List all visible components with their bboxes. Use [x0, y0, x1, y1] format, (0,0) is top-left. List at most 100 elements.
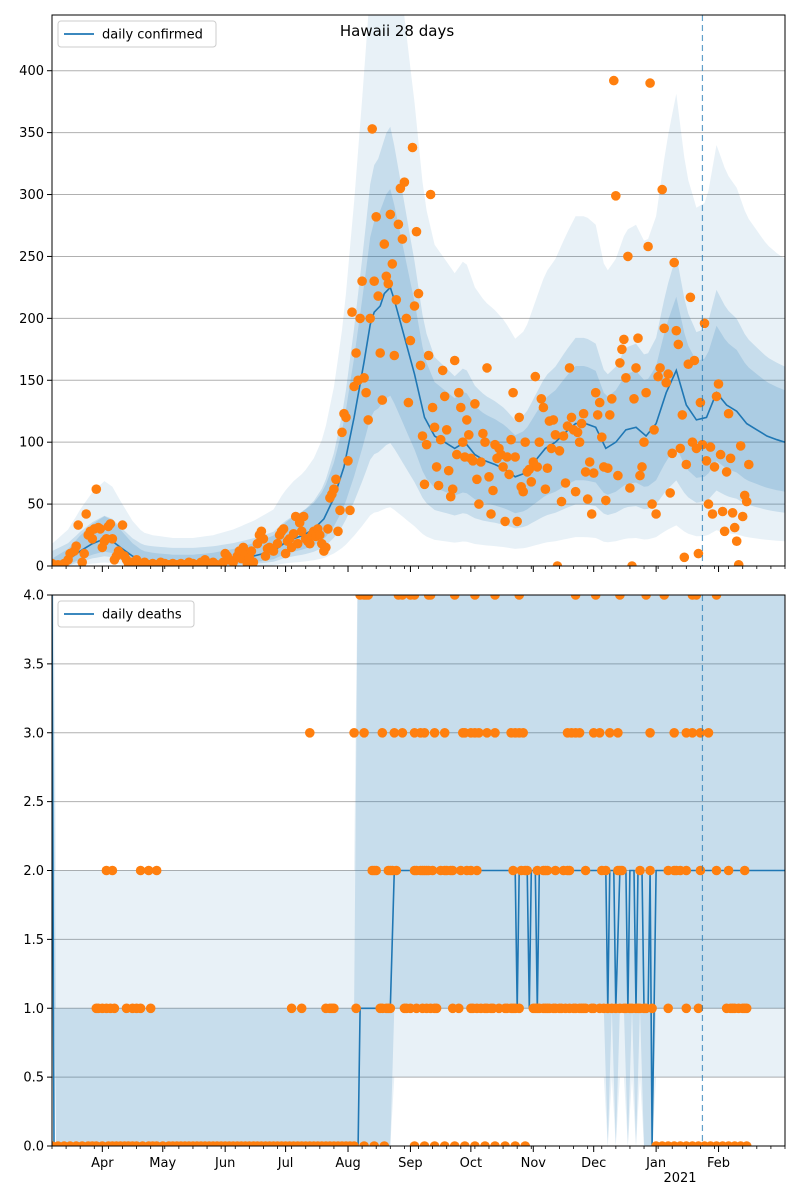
y-tick-label: 0 — [36, 560, 44, 575]
observed-point — [296, 526, 307, 537]
observed-point — [456, 402, 466, 413]
observed-point — [617, 865, 627, 876]
observed-point — [413, 288, 424, 299]
observed-point — [135, 865, 146, 876]
observed-point — [677, 410, 688, 420]
observed-point — [594, 728, 605, 738]
observed-point — [703, 499, 714, 509]
observed-point — [601, 495, 611, 506]
observed-point — [335, 505, 345, 516]
x-month-label: May — [149, 1156, 176, 1171]
deaths-legend: daily deaths — [57, 600, 195, 628]
observed-point — [570, 486, 581, 497]
observed-point — [447, 484, 458, 495]
observed-point — [615, 595, 625, 600]
legend-confirmed-label: daily confirmed — [102, 28, 203, 43]
observed-point — [433, 480, 444, 491]
observed-point — [689, 355, 700, 366]
observed-point — [699, 318, 710, 329]
observed-point — [659, 595, 669, 600]
observed-point — [425, 189, 436, 200]
observed-point — [627, 561, 637, 566]
observed-point — [506, 434, 516, 445]
observed-point — [580, 865, 591, 876]
observed-point — [454, 387, 464, 398]
observed-point — [435, 434, 446, 445]
observed-point — [397, 595, 408, 600]
y-tick-label: 3.0 — [23, 726, 44, 741]
observed-point — [741, 496, 752, 507]
observed-point — [391, 865, 402, 876]
observed-point — [439, 1141, 450, 1146]
observed-point — [315, 530, 325, 540]
observed-point — [363, 415, 374, 425]
observed-point — [143, 865, 154, 876]
observed-point — [151, 865, 162, 876]
observed-point — [671, 325, 682, 336]
observed-point — [248, 557, 259, 566]
observed-point — [729, 522, 740, 533]
observed-point — [379, 239, 390, 249]
observed-point — [478, 428, 488, 439]
observed-point — [347, 307, 357, 318]
observed-point — [95, 524, 106, 534]
observed-point — [490, 1141, 500, 1146]
observed-point — [607, 394, 617, 404]
y-tick-label: 400 — [19, 64, 44, 79]
observed-point — [474, 499, 484, 509]
observed-point — [73, 520, 83, 530]
observed-point — [431, 1003, 442, 1014]
observed-point — [701, 456, 712, 466]
observed-point — [389, 350, 400, 361]
observed-point — [508, 387, 518, 398]
observed-point — [292, 538, 303, 549]
observed-point — [576, 418, 587, 429]
observed-point — [645, 728, 655, 738]
observed-point — [725, 453, 736, 464]
observed-point — [735, 441, 746, 451]
observed-point — [514, 595, 524, 600]
observed-point — [145, 1003, 156, 1014]
observed-point — [470, 595, 480, 600]
observed-point — [490, 595, 500, 600]
observed-point — [558, 431, 569, 441]
observed-point — [71, 541, 81, 551]
observed-point — [329, 484, 339, 495]
observed-point — [556, 496, 567, 507]
observed-point — [603, 463, 613, 474]
observed-point — [520, 437, 530, 448]
observed-point — [415, 360, 426, 371]
observed-point — [365, 313, 376, 324]
observed-point — [542, 865, 553, 876]
observed-point — [371, 865, 382, 876]
observed-point — [623, 251, 633, 262]
observed-point — [629, 394, 639, 404]
observed-point — [522, 865, 532, 876]
observed-point — [443, 465, 454, 476]
observed-point — [502, 452, 512, 462]
observed-point — [621, 373, 631, 383]
observed-point — [707, 509, 718, 519]
observed-point — [631, 363, 641, 373]
observed-point — [685, 292, 696, 303]
observed-point — [109, 1003, 120, 1014]
observed-point — [409, 595, 420, 600]
observed-point — [331, 474, 341, 485]
observed-point — [454, 1003, 464, 1014]
observed-point — [695, 865, 706, 876]
observed-point — [695, 397, 706, 408]
observed-point — [272, 538, 283, 549]
observed-point — [367, 124, 378, 134]
observed-point — [582, 494, 593, 504]
observed-point — [379, 1141, 390, 1146]
observed-point — [286, 1003, 297, 1014]
observed-point — [514, 412, 524, 423]
observed-point — [387, 259, 398, 269]
observed-point — [554, 446, 565, 456]
observed-point — [578, 408, 589, 419]
observed-point — [329, 1003, 339, 1014]
observed-point — [323, 524, 333, 534]
x-month-label: Sep — [398, 1156, 423, 1171]
observed-point — [107, 865, 118, 876]
observed-point — [663, 369, 673, 379]
